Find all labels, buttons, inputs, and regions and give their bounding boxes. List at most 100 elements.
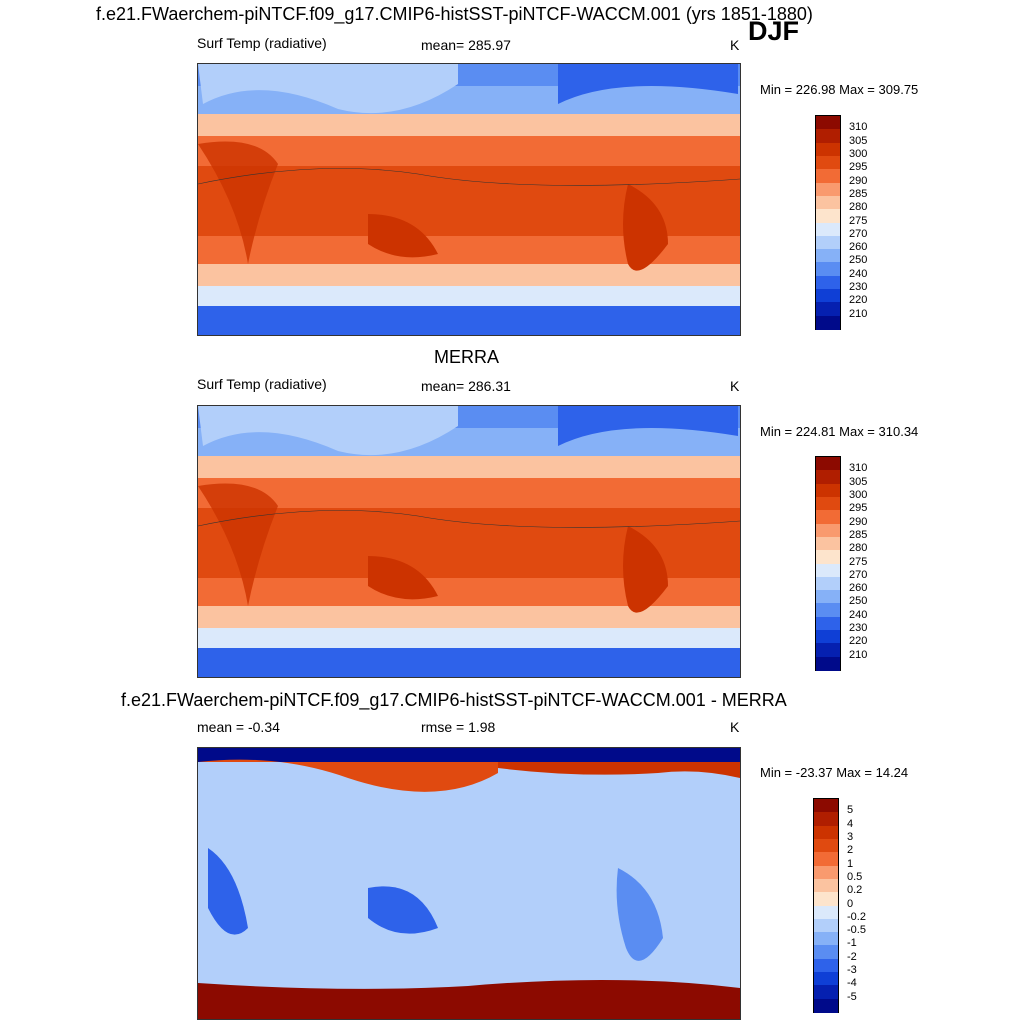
- panel3-rmse-label: rmse = 1.98: [421, 719, 496, 735]
- colorbar-panel2-tick-label: 300: [849, 488, 868, 501]
- colorbar-panel1-tick-label: 310: [849, 121, 868, 134]
- colorbar-panel3-tick-label: 1: [847, 857, 854, 870]
- colorbar-panel3-swatch: [814, 838, 838, 853]
- colorbar-panel1-swatch: [816, 235, 840, 250]
- panel2-title: MERRA: [434, 347, 500, 367]
- colorbar-panel2-swatch: [816, 483, 840, 498]
- colorbar-panel3-swatch: [814, 932, 838, 946]
- colorbar-panel2-tick-label: 240: [849, 608, 868, 621]
- panel1-minmax: Min = 226.98 Max = 309.75: [760, 82, 919, 97]
- colorbar-panel1-tick-label: 260: [849, 241, 868, 254]
- colorbar-panel2-tick-label: 280: [849, 542, 868, 555]
- colorbar-panel1-swatch: [816, 142, 840, 157]
- colorbar-panel2-tick-label: 310: [849, 462, 868, 475]
- panel2-minmax: Min = 224.81 Max = 310.34: [760, 424, 919, 439]
- panel1-map-svg: [198, 64, 740, 335]
- panel3-map: [197, 747, 741, 1020]
- panel2-variable-label: Surf Temp (radiative): [197, 376, 327, 392]
- panel1-units-label: K: [730, 37, 740, 53]
- colorbar-panel3-swatch: [814, 905, 838, 920]
- colorbar-panel1-swatch: [816, 249, 840, 263]
- colorbar-panel3-tick-label: -3: [847, 964, 857, 977]
- colorbar-panel2-tick-label: 230: [849, 622, 868, 635]
- colorbar-panel3-tick-label: -2: [847, 950, 857, 963]
- colorbar-panel1-swatch: [816, 129, 840, 144]
- panel2-units-label: K: [730, 378, 740, 394]
- colorbar-panel3-tick-label: -0.5: [847, 924, 866, 937]
- colorbar-panel2-tick-label: 290: [849, 515, 868, 528]
- colorbar-panel1-swatch: [816, 315, 840, 330]
- colorbar-panel1-tick-label: 230: [849, 281, 868, 294]
- colorbar-panel2-swatch: [816, 616, 840, 631]
- panel1-mean-label: mean= 285.97: [421, 37, 511, 53]
- colorbar-panel1-box: [815, 115, 841, 330]
- colorbar-panel2-swatch: [816, 550, 840, 564]
- panel3-units-label: K: [730, 719, 740, 735]
- colorbar-panel3-swatch: [814, 892, 838, 906]
- colorbar-panel3-swatch: [814, 918, 838, 933]
- panel3-map-svg: [198, 748, 740, 1019]
- colorbar-panel2-tick-label: 210: [849, 648, 868, 661]
- colorbar-panel1-swatch: [816, 155, 840, 170]
- colorbar-panel1-tick-label: 220: [849, 294, 868, 307]
- colorbar-panel2-tick-label: 270: [849, 568, 868, 581]
- colorbar-panel1-swatch: [816, 302, 840, 317]
- colorbar-panel1-swatch: [816, 169, 840, 184]
- season-label: DJF: [748, 16, 800, 46]
- colorbar-panel2-tick-label: 285: [849, 528, 868, 541]
- colorbar-panel3-swatch: [814, 878, 838, 893]
- colorbar-panel2-tick-label: 295: [849, 502, 868, 515]
- colorbar-panel3-box: [813, 798, 839, 1013]
- colorbar-panel2-tick-label: 220: [849, 635, 868, 648]
- colorbar-panel3-tick-label: -1: [847, 937, 857, 950]
- colorbar-panel2-swatch: [816, 576, 840, 591]
- colorbar-panel1-tick-label: 305: [849, 134, 868, 147]
- panel2-map-svg: [198, 406, 740, 677]
- colorbar-panel3-tick-label: 0.2: [847, 884, 863, 897]
- colorbar-panel2-swatch: [816, 656, 840, 671]
- colorbar-panel3-tick-label: -0.2: [847, 910, 866, 923]
- colorbar-panel1-tick-label: 300: [849, 147, 868, 160]
- colorbar-panel1-tick-label: 240: [849, 267, 868, 280]
- colorbar-panel3-tick-label: 4: [847, 817, 854, 830]
- colorbar-panel2-swatch: [816, 603, 840, 618]
- colorbar-panel2-tick-label: 275: [849, 555, 868, 568]
- colorbar-panel3-swatch: [814, 799, 838, 813]
- colorbar-panel3-swatch: [814, 985, 838, 1000]
- colorbar-panel3-swatch: [814, 852, 838, 867]
- colorbar-panel1-swatch: [816, 262, 840, 277]
- colorbar-panel2-swatch: [816, 630, 840, 644]
- colorbar-panel2-swatch: [816, 590, 840, 604]
- colorbar-panel1-tick-label: 275: [849, 214, 868, 227]
- panel3-title: f.e21.FWaerchem-piNTCF.f09_g17.CMIP6-his…: [121, 690, 787, 710]
- colorbar-panel2-swatch: [816, 510, 840, 525]
- colorbar-panel1-tick-label: 210: [849, 307, 868, 320]
- colorbar-panel2-swatch: [816, 643, 840, 658]
- colorbar-panel3-swatch: [814, 945, 838, 960]
- colorbar-panel2-swatch: [816, 470, 840, 485]
- panel3-mean-label: mean = -0.34: [197, 719, 280, 735]
- colorbar-panel1-swatch: [816, 289, 840, 303]
- colorbar-panel3-tick-label: -5: [847, 990, 857, 1003]
- colorbar-panel1-swatch: [816, 182, 840, 197]
- colorbar-panel1-tick-label: 250: [849, 254, 868, 267]
- colorbar-panel3-tick-label: 3: [847, 830, 854, 843]
- colorbar-panel1-swatch: [816, 116, 840, 130]
- panel1-variable-label: Surf Temp (radiative): [197, 35, 327, 51]
- colorbar-panel3-tick-label: 0: [847, 897, 854, 910]
- colorbar-panel3-swatch: [814, 998, 838, 1013]
- colorbar-panel2-swatch: [816, 457, 840, 471]
- colorbar-panel3-swatch: [814, 865, 838, 880]
- colorbar-panel1-swatch: [816, 209, 840, 223]
- colorbar-panel3-swatch: [814, 972, 838, 986]
- colorbar-panel2-swatch: [816, 496, 840, 511]
- colorbar-panel3-tick-label: 2: [847, 844, 854, 857]
- colorbar-panel2-tick-label: 250: [849, 595, 868, 608]
- panel2-map: [197, 405, 741, 678]
- colorbar-panel1-swatch: [816, 195, 840, 210]
- colorbar-panel3-swatch: [814, 825, 838, 840]
- colorbar-panel1-tick-label: 280: [849, 201, 868, 214]
- panel3-minmax: Min = -23.37 Max = 14.24: [760, 765, 909, 780]
- panel1-map: [197, 63, 741, 336]
- colorbar-panel1-tick-label: 270: [849, 227, 868, 240]
